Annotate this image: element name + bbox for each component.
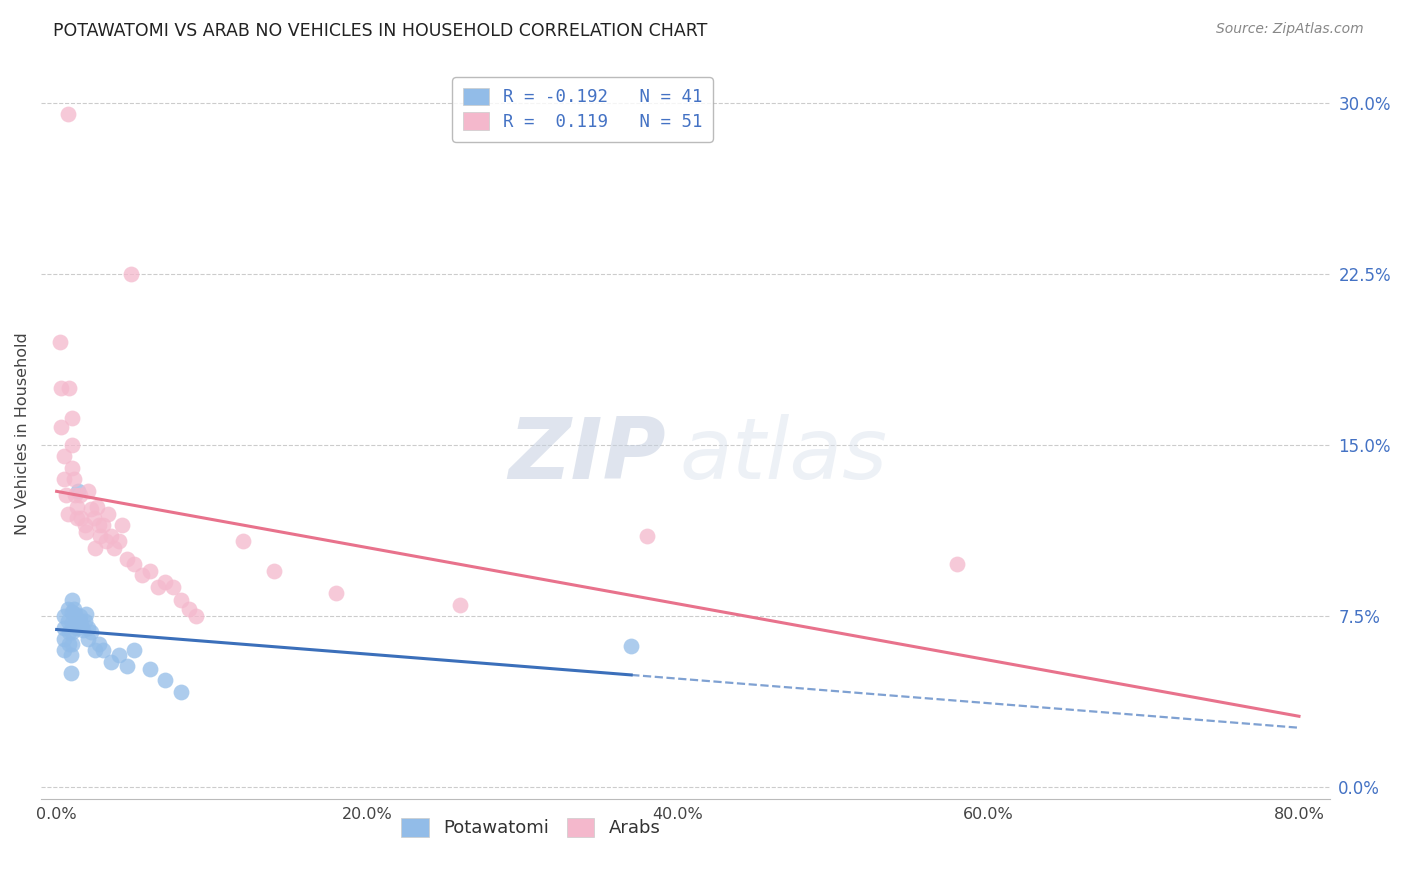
- Point: [60, 593, 83, 607]
- Point: [66, 500, 89, 514]
- Point: [53, 643, 76, 657]
- Point: [107, 533, 129, 548]
- Point: [56, 507, 79, 521]
- Point: [67, 483, 90, 498]
- Point: [70, 618, 93, 632]
- Point: [76, 621, 98, 635]
- Point: [115, 552, 138, 566]
- Point: [60, 461, 83, 475]
- Point: [51, 420, 73, 434]
- Point: [69, 488, 91, 502]
- Point: [65, 616, 87, 631]
- Point: [53, 632, 76, 646]
- Point: [111, 518, 134, 533]
- Point: [155, 673, 177, 688]
- Point: [162, 580, 184, 594]
- Point: [73, 518, 96, 533]
- Point: [60, 410, 83, 425]
- Point: [91, 518, 114, 533]
- Point: [51, 381, 73, 395]
- Point: [62, 472, 84, 486]
- Point: [56, 107, 79, 121]
- Point: [97, 507, 120, 521]
- Text: POTAWATOMI VS ARAB NO VEHICLES IN HOUSEHOLD CORRELATION CHART: POTAWATOMI VS ARAB NO VEHICLES IN HOUSEH…: [53, 22, 707, 40]
- Point: [263, 564, 285, 578]
- Point: [186, 609, 208, 624]
- Point: [636, 529, 658, 543]
- Point: [56, 614, 79, 628]
- Point: [72, 623, 94, 637]
- Point: [76, 483, 98, 498]
- Point: [60, 616, 83, 631]
- Point: [124, 643, 146, 657]
- Point: [96, 533, 118, 548]
- Point: [100, 529, 122, 543]
- Point: [107, 648, 129, 662]
- Point: [75, 524, 97, 539]
- Point: [73, 614, 96, 628]
- Point: [69, 609, 91, 624]
- Point: [120, 267, 142, 281]
- Point: [70, 511, 93, 525]
- Point: [115, 659, 138, 673]
- Text: atlas: atlas: [679, 414, 887, 497]
- Point: [139, 564, 162, 578]
- Point: [60, 625, 83, 640]
- Point: [86, 500, 108, 514]
- Point: [131, 568, 153, 582]
- Point: [75, 607, 97, 621]
- Point: [60, 438, 83, 452]
- Point: [48, 335, 70, 350]
- Point: [53, 450, 76, 464]
- Text: ZIP: ZIP: [509, 414, 666, 497]
- Point: [60, 637, 83, 651]
- Point: [59, 648, 82, 662]
- Point: [89, 529, 111, 543]
- Text: Source: ZipAtlas.com: Source: ZipAtlas.com: [1216, 22, 1364, 37]
- Point: [87, 637, 110, 651]
- Point: [100, 655, 122, 669]
- Point: [80, 502, 103, 516]
- Point: [146, 580, 169, 594]
- Point: [87, 518, 110, 533]
- Point: [60, 605, 83, 619]
- Point: [53, 609, 76, 624]
- Point: [62, 602, 84, 616]
- Point: [170, 593, 193, 607]
- Point: [155, 574, 177, 589]
- Point: [103, 541, 125, 555]
- Point: [620, 639, 643, 653]
- Point: [53, 621, 76, 635]
- Legend: Potawatomi, Arabs: Potawatomi, Arabs: [394, 811, 668, 845]
- Point: [55, 488, 77, 502]
- Point: [69, 614, 91, 628]
- Point: [946, 557, 969, 571]
- Point: [80, 625, 103, 640]
- Point: [177, 602, 200, 616]
- Point: [59, 666, 82, 681]
- Point: [84, 643, 107, 657]
- Y-axis label: No Vehicles in Household: No Vehicles in Household: [15, 333, 30, 535]
- Point: [66, 511, 89, 525]
- Point: [76, 632, 98, 646]
- Point: [65, 607, 87, 621]
- Point: [124, 557, 146, 571]
- Point: [139, 662, 162, 676]
- Point: [170, 684, 193, 698]
- Point: [53, 472, 76, 486]
- Point: [58, 625, 80, 640]
- Point: [83, 511, 105, 525]
- Point: [84, 541, 107, 555]
- Point: [66, 614, 89, 628]
- Point: [449, 598, 471, 612]
- Point: [56, 602, 79, 616]
- Point: [325, 586, 347, 600]
- Point: [66, 621, 89, 635]
- Point: [58, 637, 80, 651]
- Point: [232, 533, 254, 548]
- Point: [58, 381, 80, 395]
- Point: [65, 488, 87, 502]
- Point: [91, 643, 114, 657]
